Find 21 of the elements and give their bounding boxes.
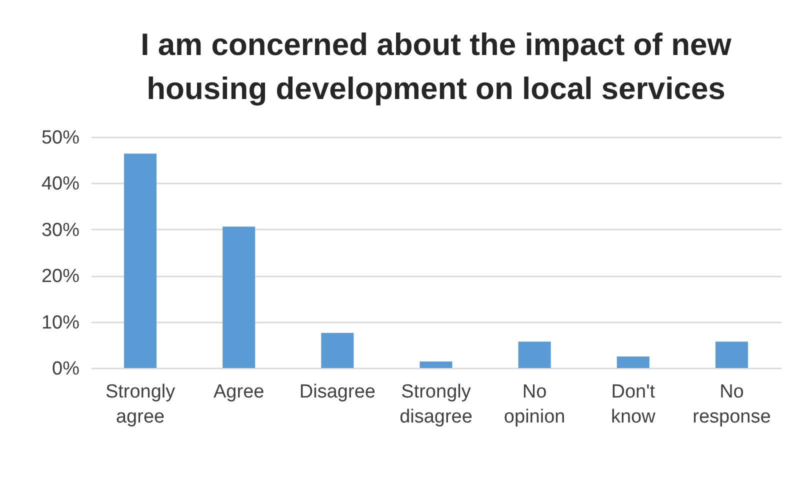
x-tick-label: Don't know [610, 382, 656, 428]
bar [715, 342, 748, 368]
bar [518, 342, 551, 368]
x-tick-label: Agree [214, 382, 264, 402]
y-tick-label: 10% [41, 312, 80, 334]
y-tick-label: 20% [41, 266, 80, 288]
x-tick-label: No opinion [504, 382, 566, 428]
bar [321, 332, 354, 368]
x-tick-label: Strongly agree [105, 382, 176, 428]
y-tick-label: 40% [41, 174, 80, 195]
y-tick-label: 0% [52, 358, 80, 380]
chart-title: I am concerned about the impact of new housing development on local services [140, 27, 732, 106]
bar [616, 356, 650, 368]
x-tick-label: No response [692, 382, 771, 428]
bar [222, 226, 256, 368]
bar [124, 154, 157, 368]
x-tick-label: Strongly disagree [400, 382, 472, 428]
y-tick-label: 50% [41, 128, 80, 148]
y-tick-label: 30% [41, 220, 80, 241]
x-tick-label: Disagree [299, 382, 376, 402]
bar [420, 362, 452, 368]
